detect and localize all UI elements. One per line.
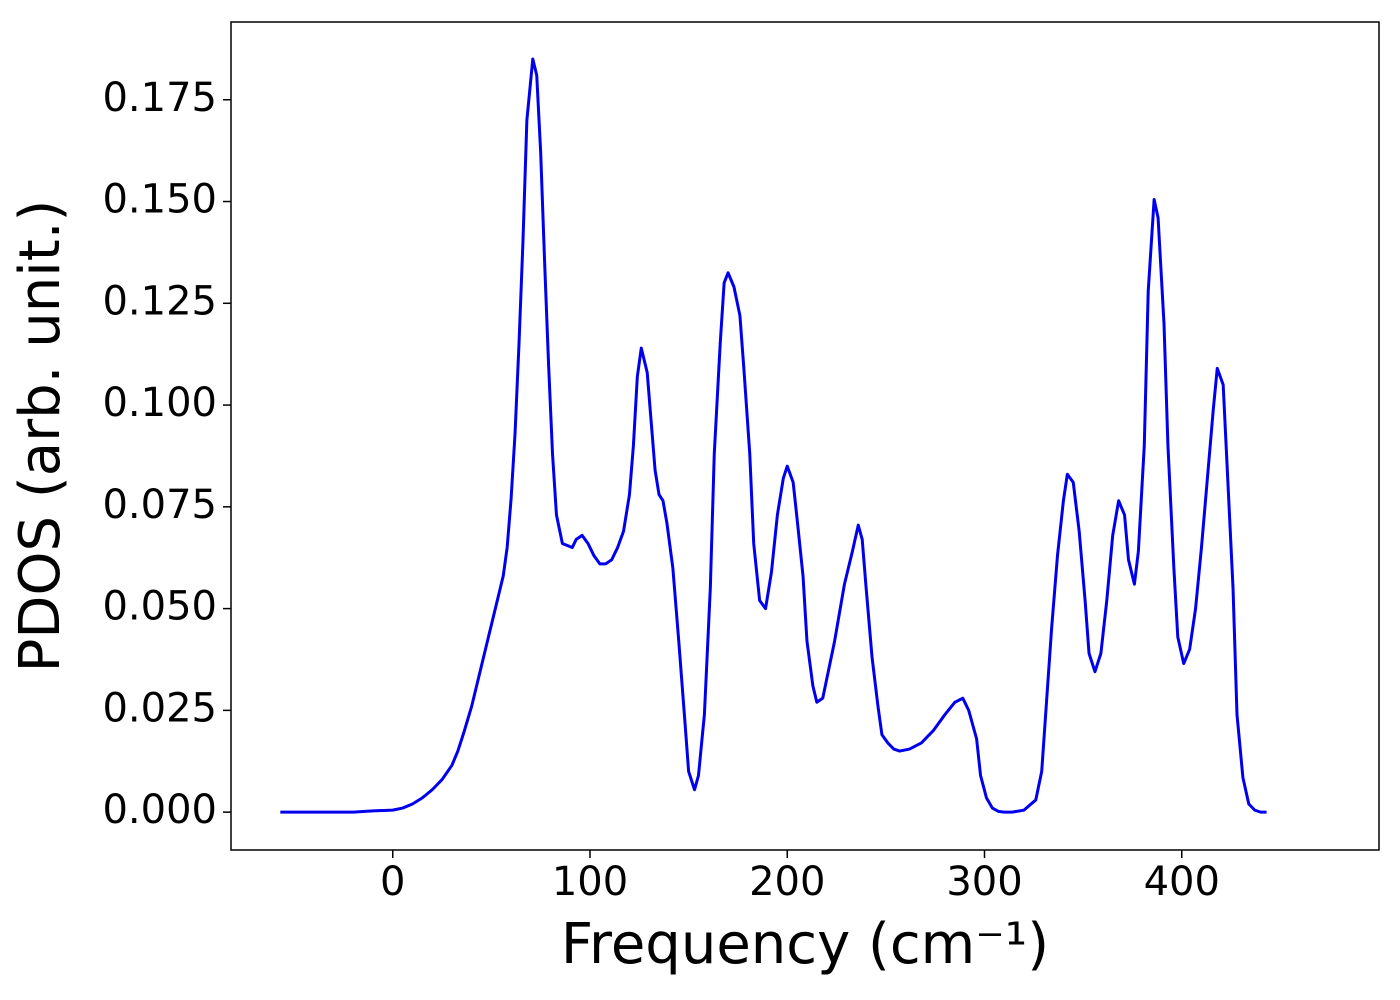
x-tick-label: 0 — [380, 859, 405, 905]
x-tick-label: 400 — [1144, 859, 1220, 905]
y-tick-label: 0.100 — [102, 380, 217, 426]
y-tick-label: 0.175 — [102, 75, 217, 121]
x-tick-label: 100 — [552, 859, 628, 905]
y-tick-label: 0.125 — [102, 278, 217, 324]
x-axis-label: Frequency (cm⁻¹) — [561, 912, 1049, 977]
x-tick-label: 300 — [946, 859, 1022, 905]
y-tick-label: 0.150 — [102, 177, 217, 223]
y-axis-label: PDOS (arb. unit.) — [8, 200, 73, 673]
pdos-line — [280, 57, 1267, 814]
y-tick-label: 0.025 — [102, 685, 217, 731]
y-tick-label: 0.000 — [102, 787, 217, 833]
y-tick-label: 0.075 — [102, 482, 217, 528]
plot-frame — [230, 21, 1380, 851]
y-tick-label: 0.050 — [102, 584, 217, 630]
x-tick-label: 200 — [749, 859, 825, 905]
